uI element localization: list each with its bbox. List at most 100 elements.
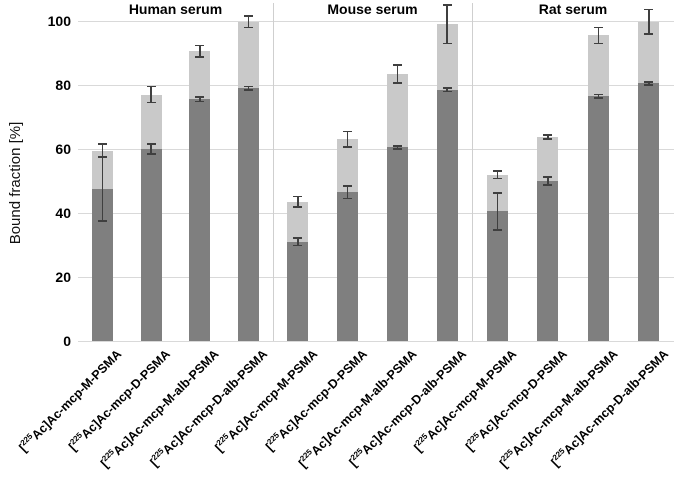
- isotope-superscript: 225: [550, 446, 567, 463]
- error-bar-cap: [146, 101, 156, 104]
- isotope-superscript: 225: [297, 447, 314, 464]
- gridline: [78, 149, 674, 150]
- error-bar-cap: [644, 8, 654, 11]
- error-bar-line: [297, 196, 299, 207]
- panel-title: Human serum: [128, 1, 223, 17]
- error-bar-cap: [644, 33, 654, 35]
- bar-dark-segment: [140, 149, 162, 341]
- bar-dark-segment: [436, 89, 458, 341]
- gridline: [78, 213, 674, 214]
- bar-light-segment: [337, 139, 359, 193]
- bar-light-segment: [587, 35, 609, 97]
- y-tick-label: 20: [55, 269, 71, 285]
- error-bar-line: [446, 88, 448, 92]
- isotope-superscript: 225: [413, 431, 430, 448]
- bar-dark-segment: [91, 189, 113, 341]
- error-bar-line: [648, 81, 650, 85]
- error-bar-cap: [293, 237, 303, 239]
- x-tick-label: [225Ac]Ac-mcp-D-PSMA: [262, 347, 370, 454]
- isotope-superscript: 225: [264, 430, 281, 447]
- panel-separator: [273, 3, 274, 341]
- gridline: [78, 85, 674, 86]
- error-bar-line: [247, 86, 250, 90]
- error-bar-line: [346, 131, 349, 148]
- error-bar-cap: [195, 56, 205, 58]
- error-bar-cap: [343, 146, 353, 148]
- error-bar-cap: [146, 143, 156, 145]
- error-bar-cap: [593, 97, 603, 99]
- error-bar-line: [597, 27, 599, 44]
- isotope-superscript: 225: [100, 447, 117, 464]
- panel-title: Mouse serum: [327, 1, 418, 17]
- error-bar-cap: [343, 130, 353, 133]
- bar-dark-segment: [189, 99, 211, 341]
- y-tick-label: 0: [63, 333, 71, 349]
- error-bar-cap: [442, 90, 452, 93]
- y-tick-label: 40: [55, 205, 71, 221]
- error-bar-cap: [593, 42, 603, 45]
- bar-light-segment: [638, 21, 660, 84]
- panel-separator: [472, 3, 473, 341]
- isotope-superscript: 225: [214, 431, 230, 448]
- isotope-superscript: 225: [18, 431, 35, 448]
- isotope-superscript: 225: [498, 447, 515, 464]
- error-bar-line: [150, 86, 152, 103]
- error-bar-cap: [343, 185, 353, 187]
- error-bar-cap: [343, 197, 353, 200]
- error-bar-cap: [442, 4, 452, 6]
- error-bar-cap: [543, 176, 553, 178]
- bar-light-segment: [436, 24, 458, 90]
- error-bar-cap: [392, 64, 402, 66]
- y-tick-label: 80: [55, 77, 71, 93]
- error-bar-cap: [492, 192, 502, 194]
- error-bar-cap: [492, 229, 502, 231]
- error-bar-line: [199, 45, 201, 58]
- error-bar-cap: [244, 85, 254, 88]
- error-bar-cap: [392, 148, 402, 150]
- error-bar-cap: [543, 134, 553, 136]
- bar-dark-segment: [638, 83, 660, 341]
- error-bar-cap: [392, 82, 402, 84]
- error-bar-cap: [492, 177, 502, 180]
- error-bar-cap: [543, 184, 553, 186]
- error-bar-line: [199, 97, 201, 102]
- isotope-superscript: 225: [465, 430, 481, 447]
- error-bar-line: [150, 144, 152, 154]
- error-bar-cap: [593, 26, 603, 29]
- error-bar-line: [496, 170, 498, 179]
- error-bar-line: [396, 64, 399, 83]
- error-bar-line: [446, 5, 448, 44]
- bar-dark-segment: [587, 96, 609, 341]
- error-bar-cap: [293, 244, 303, 247]
- error-bar-line: [297, 237, 299, 246]
- error-bar-cap: [146, 153, 156, 155]
- panel-title: Rat serum: [538, 1, 608, 17]
- bar-dark-segment: [386, 147, 408, 341]
- error-bar-cap: [195, 96, 205, 98]
- bar-dark-segment: [287, 241, 309, 341]
- bar-dark-segment: [238, 88, 260, 341]
- error-bar-cap: [244, 89, 254, 91]
- gridline: [78, 277, 674, 278]
- error-bar-cap: [97, 220, 107, 222]
- error-bar-line: [597, 94, 599, 98]
- error-bar-line: [101, 157, 104, 221]
- isotope-superscript: 225: [348, 446, 365, 463]
- bar-light-segment: [140, 94, 162, 149]
- error-bar-cap: [293, 195, 303, 198]
- error-bar-cap: [97, 143, 107, 145]
- error-bar-line: [247, 16, 250, 28]
- error-bar-cap: [644, 84, 654, 86]
- bar-dark-segment: [337, 192, 359, 341]
- bar-dark-segment: [486, 211, 508, 341]
- error-bar-cap: [244, 26, 254, 29]
- error-bar-cap: [392, 145, 402, 147]
- isotope-superscript: 225: [68, 430, 85, 447]
- gridline: [78, 21, 674, 22]
- error-bar-cap: [195, 100, 205, 103]
- error-bar-cap: [146, 85, 156, 88]
- bar-dark-segment: [537, 181, 559, 341]
- error-bar-cap: [97, 156, 107, 158]
